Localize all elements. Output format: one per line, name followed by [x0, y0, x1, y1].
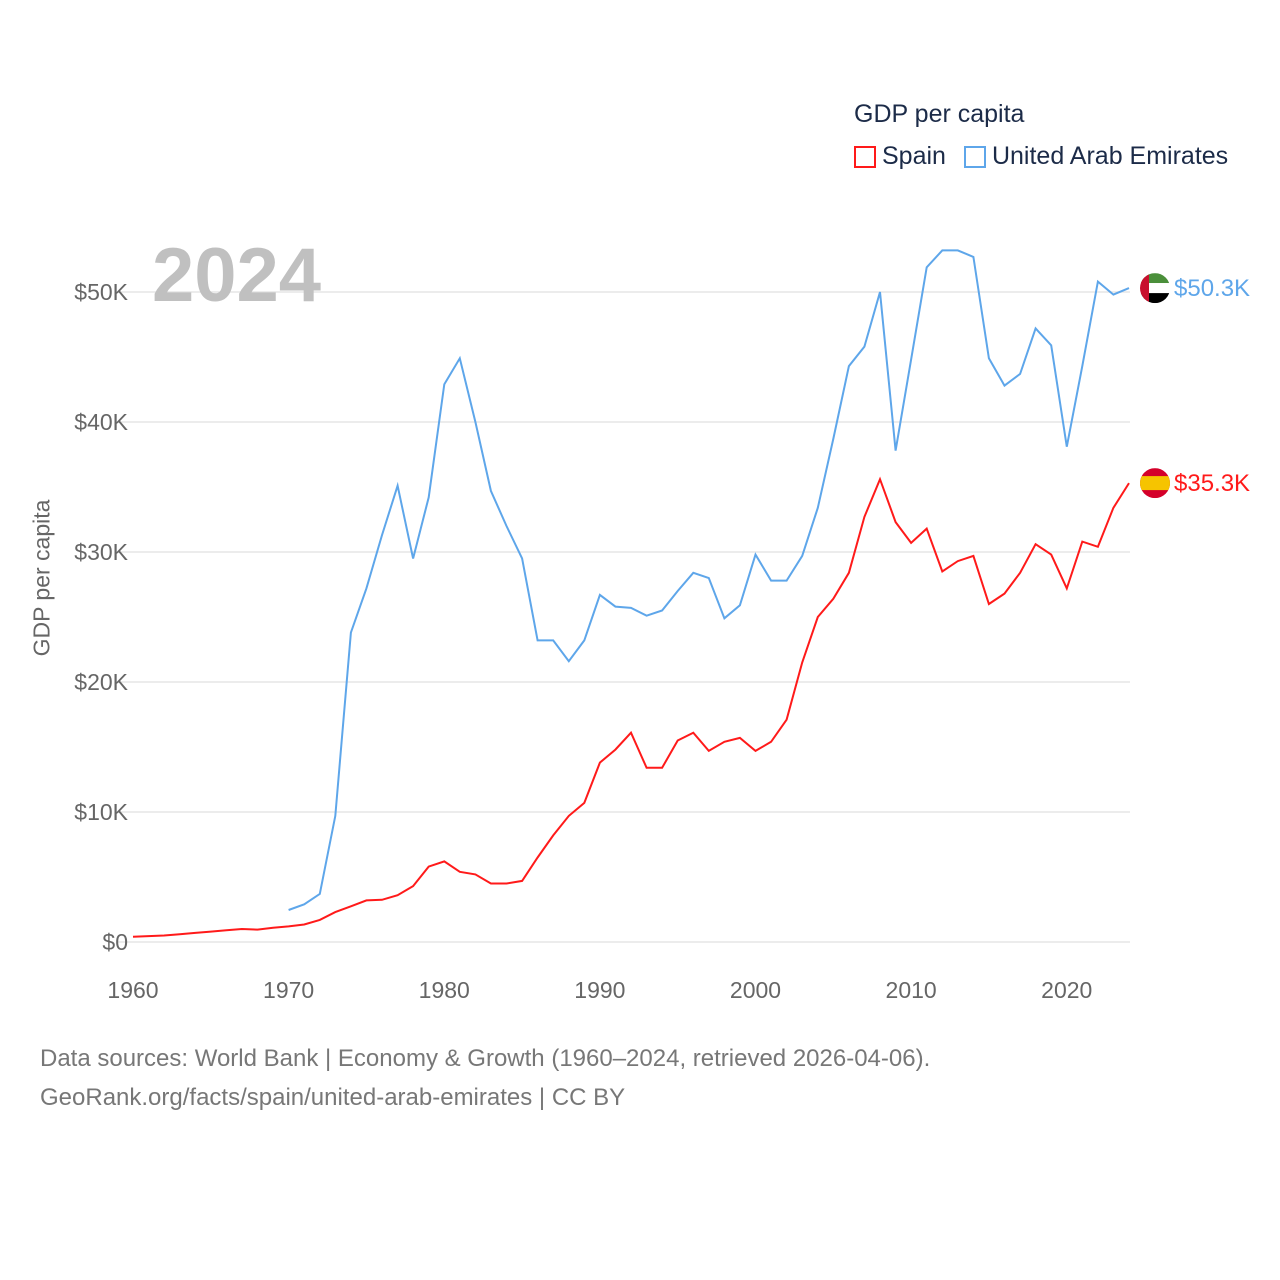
- year-label: 2024: [152, 233, 322, 318]
- x-tick-label: 2010: [886, 977, 937, 1003]
- y-tick-label: $50K: [74, 279, 128, 305]
- y-tick-label: $30K: [74, 539, 128, 565]
- uae-line: [288, 249, 1130, 911]
- y-tick-label: $20K: [74, 669, 128, 695]
- spain-end-label: $35.3K: [1174, 470, 1250, 497]
- uae-end-label: $50.3K: [1174, 275, 1250, 302]
- x-tick-label: 1970: [263, 977, 314, 1003]
- y-tick-label: $10K: [74, 799, 128, 825]
- x-tick-label: 1990: [574, 977, 625, 1003]
- y-tick-label: $40K: [74, 409, 128, 435]
- spain-swatch: [854, 145, 876, 168]
- y-axis-label: GDP per capita: [28, 499, 55, 657]
- x-tick-label: 2020: [1041, 977, 1092, 1003]
- legend-label: Spain: [882, 142, 946, 170]
- footer-link[interactable]: GeoRank.org/facts/spain/united-arab-emir…: [40, 1084, 626, 1111]
- spain-flag-icon: [1140, 468, 1170, 499]
- legend-label: United Arab Emirates: [991, 142, 1229, 170]
- legend: Spain United Arab Emirates: [854, 142, 1246, 171]
- x-tick-label: 2000: [730, 977, 781, 1003]
- legend-item-uae[interactable]: United Arab Emirates: [963, 142, 1229, 171]
- x-tick-label: 1980: [419, 977, 470, 1003]
- footer-sources: Data sources: World Bank | Economy & Gro…: [40, 1045, 931, 1072]
- legend-item-spain[interactable]: Spain: [854, 142, 946, 171]
- x-tick-label: 1960: [107, 977, 158, 1003]
- y-tick-label: $0: [102, 929, 128, 955]
- uae-swatch: [963, 145, 986, 168]
- uae-flag-icon: [1140, 273, 1170, 304]
- legend-title: GDP per capita: [854, 100, 1025, 128]
- spain-line: [132, 476, 1130, 938]
